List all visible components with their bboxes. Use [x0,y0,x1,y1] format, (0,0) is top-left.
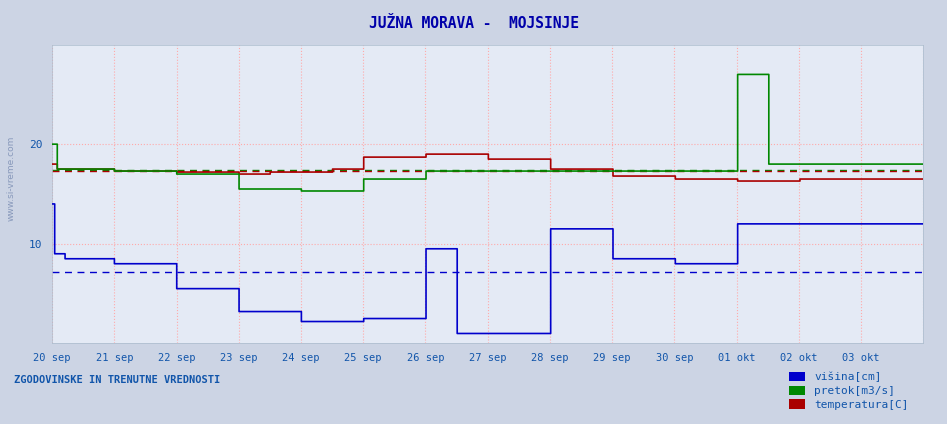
Text: ZGODOVINSKE IN TRENUTNE VREDNOSTI: ZGODOVINSKE IN TRENUTNE VREDNOSTI [14,375,221,385]
Legend: višina[cm], pretok[m3/s], temperatura[C]: višina[cm], pretok[m3/s], temperatura[C] [784,367,913,414]
Text: JUŽNA MORAVA -  MOJSINJE: JUŽNA MORAVA - MOJSINJE [368,16,579,31]
Text: www.si-vreme.com: www.si-vreme.com [7,135,16,221]
